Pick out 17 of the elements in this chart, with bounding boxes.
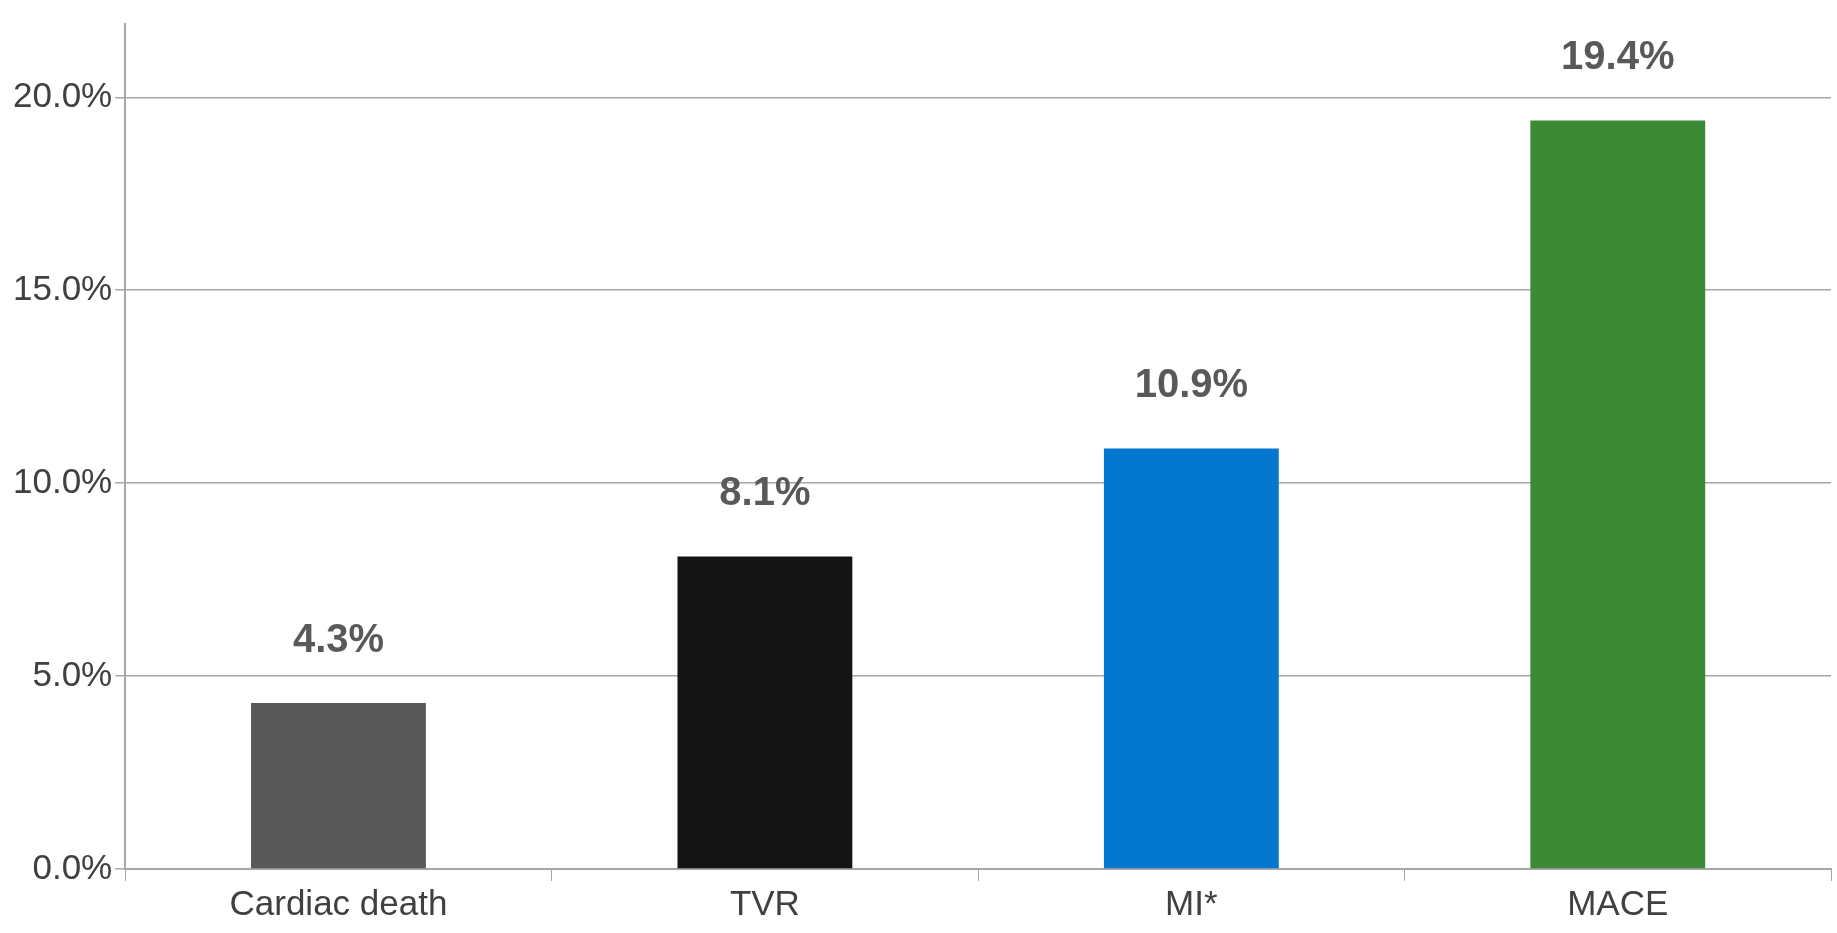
bar [251, 703, 426, 869]
data-label: 4.3% [292, 616, 385, 661]
data-label: 19.4% [1561, 33, 1675, 78]
y-tick-label: 10.0% [12, 460, 113, 500]
y-tick-label: 15.0% [12, 267, 113, 307]
x-tick-label: TVR [729, 882, 800, 922]
bar [677, 556, 853, 869]
x-tick-label: Cardiac death [229, 882, 448, 922]
y-tick-label: 0.0% [32, 846, 113, 886]
x-tick-label: MACE [1567, 882, 1669, 922]
x-tick-label: MI* [1165, 882, 1218, 922]
bar [1530, 120, 1706, 869]
y-tick-label: 5.0% [32, 653, 113, 693]
data-label: 8.1% [719, 469, 811, 514]
data-label: 10.9% [1134, 361, 1249, 406]
y-tick-label: 20.0% [12, 74, 113, 114]
bar [1103, 448, 1279, 869]
